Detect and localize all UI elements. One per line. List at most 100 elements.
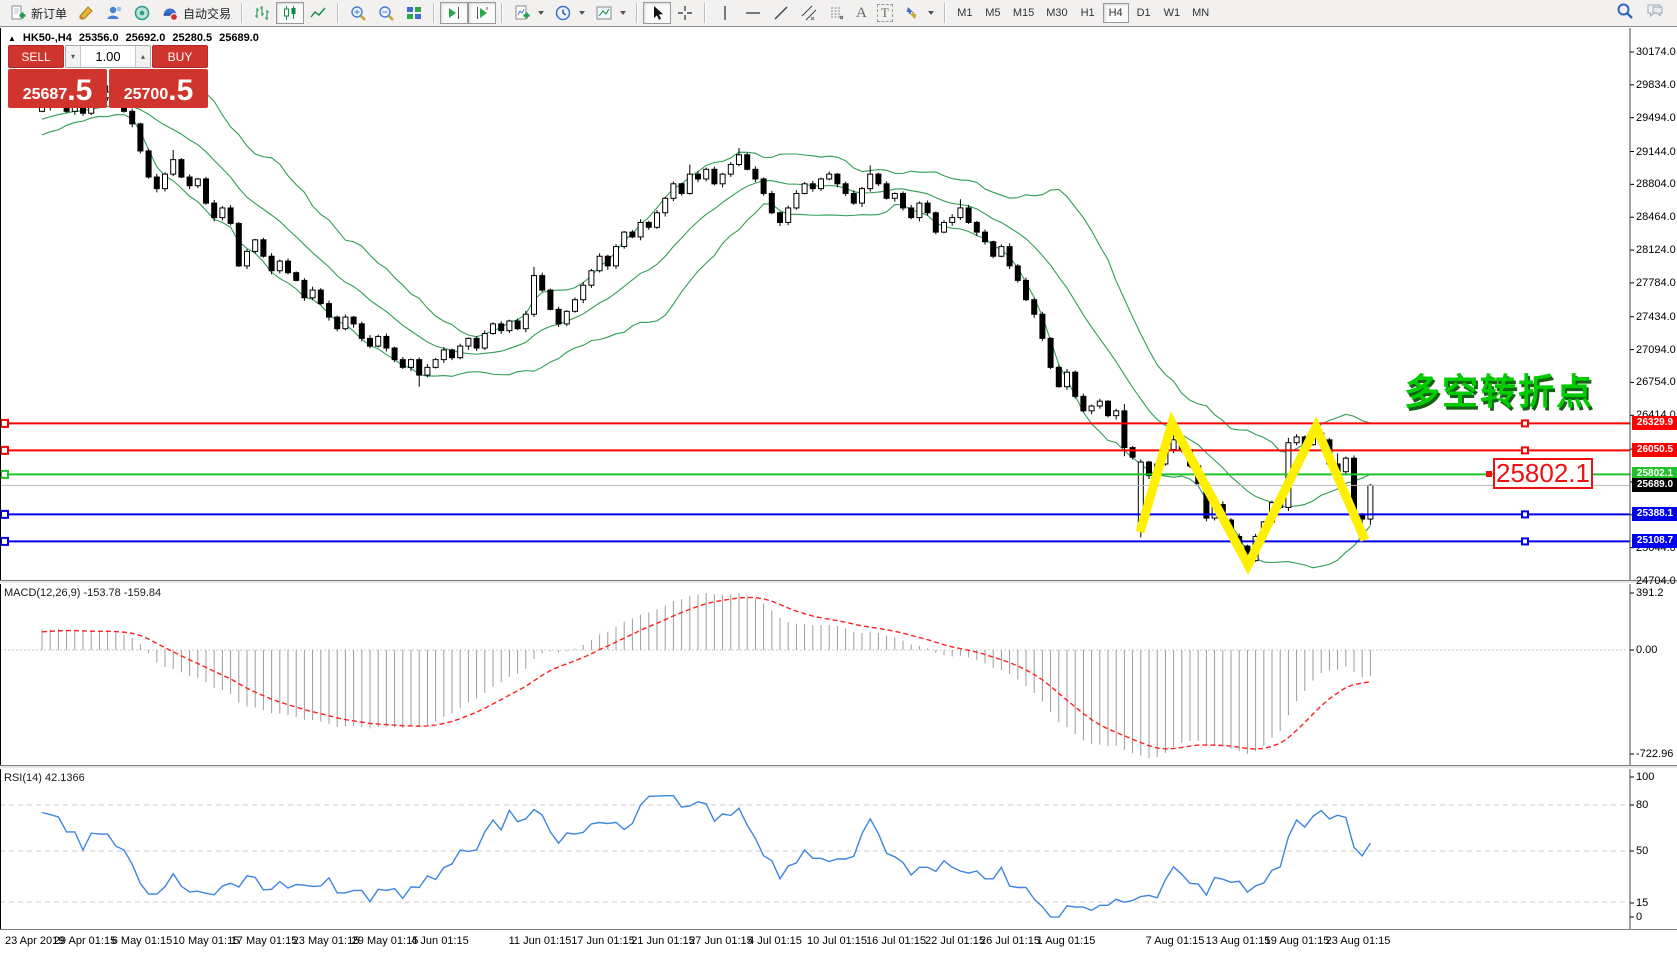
text-label-tool-button[interactable]: T: [872, 2, 898, 24]
line-chart-icon: [309, 4, 327, 22]
timeframe-w1-button[interactable]: W1: [1159, 3, 1186, 23]
timeframe-d1-button[interactable]: D1: [1131, 3, 1157, 23]
macd-histogram: [41, 593, 1371, 758]
macd-signal-line: [41, 596, 1371, 750]
zoom-in-button[interactable]: [344, 2, 372, 24]
line-chart-button[interactable]: [304, 2, 332, 24]
vertical-line-tool-button[interactable]: [711, 2, 739, 24]
bar-chart-icon: [253, 4, 271, 22]
price-tick-label: 28124.0: [1636, 244, 1676, 257]
volume-increase-button[interactable]: ▴: [135, 46, 150, 67]
price-tick-label: 27784.0: [1636, 276, 1676, 289]
trendline-tool-button[interactable]: [767, 2, 795, 24]
price-tag-25388.1: 25388.1: [1632, 507, 1677, 522]
volume-decrease-button[interactable]: ▾: [66, 46, 81, 67]
collapse-icon[interactable]: ▲: [8, 33, 16, 43]
template-button[interactable]: [590, 2, 631, 24]
candles-layer: [39, 85, 1374, 570]
bar-chart-button[interactable]: [248, 2, 276, 24]
chart-shift-button[interactable]: [468, 2, 497, 24]
horizontal-line-tool-button[interactable]: [739, 2, 767, 24]
price-tick-label: 30174.0: [1636, 46, 1676, 58]
timeframe-m1-button[interactable]: M1: [952, 3, 978, 23]
chart-header: ▲ HK50-,H4 25356.0 25692.0 25280.5 25689…: [8, 32, 259, 44]
toolbar-separator: [943, 3, 946, 23]
search-icon[interactable]: [1615, 1, 1635, 26]
crosshair-icon: [676, 4, 694, 22]
clock-icon: [554, 4, 572, 22]
date-label: 7 Aug 01:15: [1145, 935, 1205, 947]
date-label: 22 Jul 01:15: [925, 935, 985, 947]
arrows-tool-button[interactable]: [898, 2, 939, 24]
crosshair-button[interactable]: [671, 2, 699, 24]
price-tag-26329.9: 26329.9: [1632, 416, 1677, 431]
volume-input[interactable]: 1.00: [95, 49, 121, 64]
chart-annotation-text[interactable]: 多空转折点: [1404, 371, 1595, 412]
tile-windows-button[interactable]: [400, 2, 428, 24]
new-chart-icon: [513, 4, 531, 22]
timeframe-h1-button[interactable]: H1: [1075, 3, 1101, 23]
text-tool-button[interactable]: A: [851, 2, 872, 24]
sell-price-button[interactable]: 25687.5: [8, 69, 107, 108]
current-price-tag: 25689.0: [1632, 478, 1677, 493]
panel-separator[interactable]: [0, 580, 1677, 584]
chat-icon[interactable]: [1645, 1, 1667, 26]
price-tick-label: 28464.0: [1636, 211, 1676, 224]
main-toolbar: 新订单 自动交易: [0, 0, 1677, 27]
line-handle-right: [1521, 419, 1529, 428]
auto-scroll-button[interactable]: [440, 2, 469, 24]
ohlc-low: 25280.5: [172, 32, 213, 44]
timeframe-m30-button[interactable]: M30: [1041, 3, 1072, 23]
dropdown-caret-icon: [927, 11, 934, 15]
mql5-community-button[interactable]: [100, 2, 128, 24]
arrows-icon: [903, 4, 921, 22]
price-tick-label: 29494.0: [1636, 111, 1676, 124]
price-tick-label: 29144.0: [1636, 145, 1676, 158]
auto-trading-label: 自动交易: [183, 6, 232, 21]
auto-trading-icon: [161, 4, 179, 22]
new-order-button[interactable]: 新订单: [4, 2, 72, 24]
new-order-icon: [9, 4, 27, 22]
price-tick-label: 26754.0: [1636, 376, 1676, 389]
date-label: 10 Jul 01:15: [807, 935, 867, 947]
macd-axis-label: 391.2: [1636, 587, 1664, 599]
timeframe-h4-button[interactable]: H4: [1102, 3, 1129, 23]
one-click-trading-panel: SELL ▾ 1.00 ▴ BUY 25687.5 25700.5: [8, 45, 208, 108]
price-tag-26050.5: 26050.5: [1632, 443, 1677, 458]
new-chart-button[interactable]: [508, 2, 549, 24]
ohlc-close: 25689.0: [219, 32, 259, 44]
buy-price-button[interactable]: 25700.5: [109, 69, 208, 108]
equidistant-channel-tool-button[interactable]: [795, 2, 823, 24]
date-axis[interactable]: [0, 929, 1677, 953]
zoom-out-button[interactable]: [372, 2, 400, 24]
dropdown-caret-icon: [579, 11, 586, 15]
zigzag-drawing[interactable]: [1135, 411, 1370, 575]
periods-button[interactable]: [549, 2, 590, 24]
fibonacci-tool-button[interactable]: [823, 2, 851, 24]
sell-button[interactable]: SELL: [8, 45, 64, 68]
date-label: 29 Apr 01:15: [53, 935, 117, 947]
candlestick-chart-button[interactable]: [276, 2, 305, 24]
chart-window[interactable]: ▲ HK50-,H4 25356.0 25692.0 25280.5 25689…: [0, 27, 1677, 953]
fibonacci-icon: [828, 4, 846, 22]
signals-button[interactable]: [128, 2, 156, 24]
line-handle-left: [0, 469, 9, 479]
panel-separator[interactable]: [0, 765, 1677, 769]
chart-symbol-period: HK50-,H4: [22, 32, 72, 44]
trendline-icon: [772, 4, 790, 22]
macd-axis-label: 0.00: [1636, 644, 1658, 656]
text-label-tool-icon: T: [876, 4, 893, 22]
timeframe-m5-button[interactable]: M5: [980, 3, 1006, 23]
cursor-button[interactable]: [643, 2, 672, 24]
price-callout-label[interactable]: 25802.1: [1486, 458, 1593, 489]
styler-button[interactable]: [72, 2, 100, 24]
buy-price-main: 25700: [123, 86, 169, 103]
date-label: 23 May 01:15: [292, 935, 360, 947]
auto-trading-button[interactable]: 自动交易: [156, 2, 236, 24]
buy-button[interactable]: BUY: [152, 45, 208, 68]
volume-stepper: ▾ 1.00 ▴: [65, 45, 151, 68]
timeframe-m15-button[interactable]: M15: [1008, 3, 1039, 23]
timeframe-mn-button[interactable]: MN: [1187, 3, 1214, 23]
toolbar-separator: [501, 3, 504, 23]
